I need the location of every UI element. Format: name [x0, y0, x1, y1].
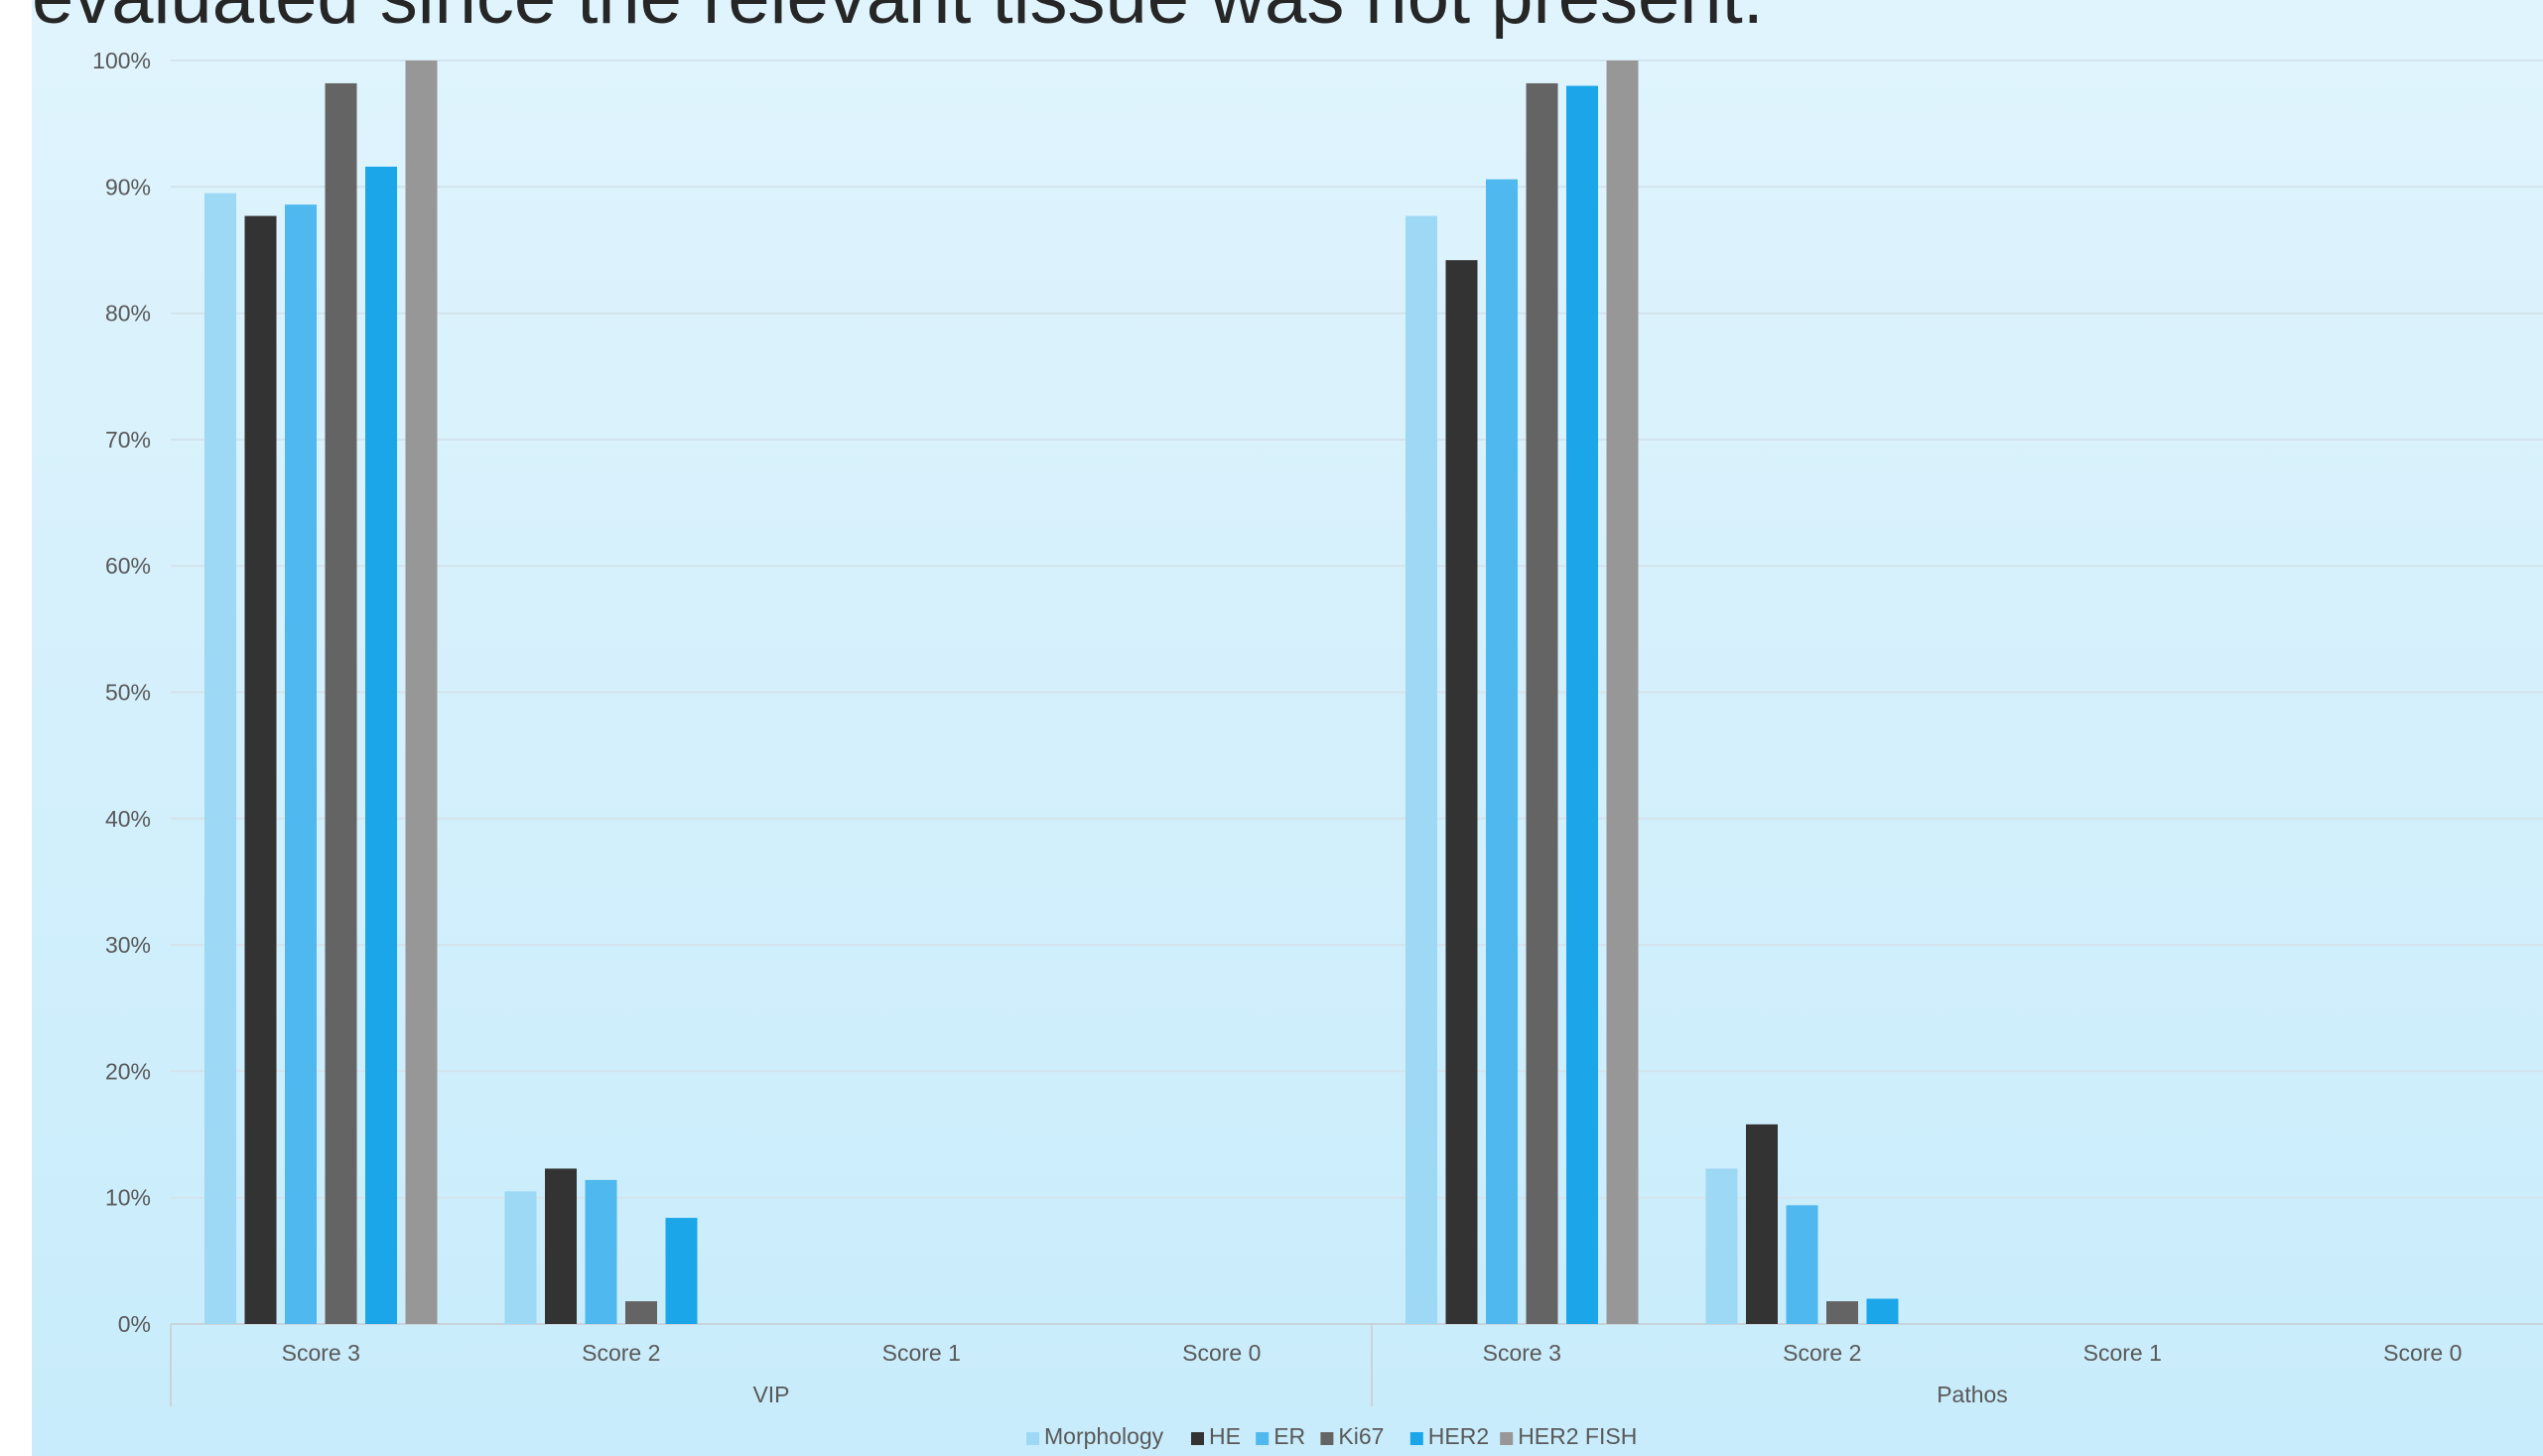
bars	[204, 61, 1899, 1325]
bar-ki67	[325, 82, 357, 1324]
category-label: Score 0	[1182, 1340, 1261, 1366]
bar-her2	[1866, 1298, 1899, 1324]
y-tick-label: 90%	[105, 174, 151, 199]
legend-label: Ki67	[1338, 1423, 1384, 1449]
legend: Morphology HE ER Ki67 HER2 HER2 FISH	[1026, 1423, 1637, 1449]
legend-label: HE	[1209, 1423, 1241, 1449]
category-label: Score 2	[1783, 1340, 1861, 1366]
legend-swatch	[1500, 1432, 1514, 1445]
legend-label: Morphology	[1044, 1423, 1164, 1449]
y-tick-label: 100%	[92, 48, 151, 73]
y-tick-label: 60%	[105, 553, 151, 579]
legend-swatch	[1256, 1432, 1270, 1445]
category-label: Score 2	[582, 1340, 660, 1366]
bar-her2	[1566, 85, 1598, 1325]
bar-her2	[665, 1218, 698, 1324]
legend-swatch	[1320, 1432, 1334, 1445]
legend-swatch	[1409, 1432, 1423, 1445]
bar-he	[1746, 1124, 1778, 1324]
y-tick-label: 40%	[105, 806, 151, 832]
category-label: Score 1	[2083, 1340, 2162, 1366]
bar-her2-fish	[1606, 61, 1639, 1324]
bar-er	[1486, 179, 1518, 1325]
bar-he	[545, 1168, 577, 1324]
y-tick-label: 20%	[105, 1058, 151, 1084]
group-label: Pathos	[1937, 1382, 2008, 1407]
x-axis: Score 3 Score 2 Score 1 Score 0 VIP Score 3 Sc…	[170, 1324, 2462, 1407]
bar-he	[1445, 260, 1478, 1324]
y-tick-label: 50%	[105, 680, 151, 706]
legend-swatch	[1191, 1432, 1204, 1445]
bar-morphology	[1705, 1168, 1738, 1324]
bar-ki67	[1826, 1301, 1858, 1324]
bar-er	[585, 1179, 617, 1324]
bar-her2	[365, 166, 397, 1324]
y-tick-label: 30%	[105, 932, 151, 958]
slide-title: evaluated since the relevant tissue was …	[32, 0, 1764, 38]
y-tick-label: 70%	[105, 427, 151, 453]
category-label: Score 1	[882, 1340, 961, 1366]
bar-he	[244, 215, 277, 1325]
y-axis-ticks: 0% 10% 20% 30% 40% 50% 60% 70% 80% 90% 100%	[92, 48, 151, 1337]
category-label: Score 3	[282, 1340, 360, 1366]
bar-chart: 0% 10% 20% 30% 40% 50% 60% 70% 80% 90% 100% Score …	[92, 48, 2543, 1449]
bar-morphology	[1405, 215, 1437, 1325]
legend-label: HER2	[1428, 1423, 1489, 1449]
bar-er	[1786, 1205, 1818, 1324]
gridlines	[171, 60, 2543, 1325]
bar-ki67	[625, 1301, 657, 1324]
slide: evaluated since the relevant tissue was …	[32, 0, 2543, 1456]
legend-label: ER	[1273, 1423, 1305, 1449]
legend-swatch	[1026, 1432, 1039, 1445]
group-label: VIP	[752, 1382, 789, 1407]
y-tick-label: 0%	[118, 1311, 151, 1337]
bar-her2-fish	[405, 61, 438, 1324]
category-label: Score 0	[2383, 1340, 2462, 1366]
bar-morphology	[204, 193, 236, 1324]
bar-ki67	[1526, 82, 1558, 1324]
y-tick-label: 10%	[105, 1185, 151, 1211]
y-tick-label: 80%	[105, 301, 151, 327]
bar-er	[285, 204, 317, 1325]
legend-label: HER2 FISH	[1518, 1423, 1637, 1449]
category-label: Score 3	[1483, 1340, 1561, 1366]
bar-morphology	[504, 1191, 537, 1324]
